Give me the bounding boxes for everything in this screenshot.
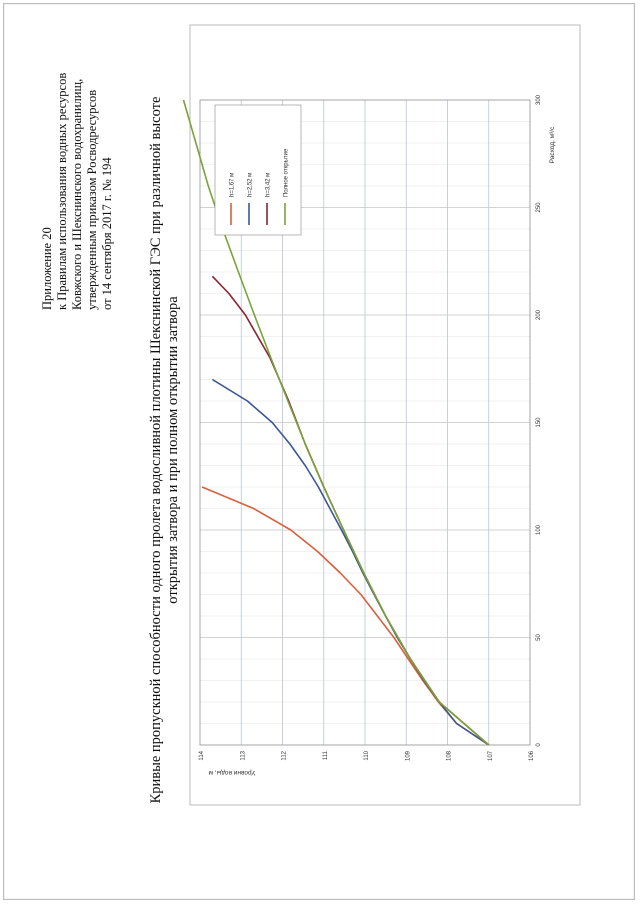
x-tick-label: 50 — [536, 634, 542, 641]
plot-border — [199, 99, 531, 746]
y-tick-label: 107 — [488, 750, 494, 761]
y-tick-label: 110 — [364, 750, 370, 760]
page-border — [3, 3, 635, 900]
x-tick-label: 150 — [536, 417, 542, 428]
x-tick-label: 0 — [536, 743, 542, 747]
y-tick-label: 112 — [282, 750, 288, 760]
y-axis-label: Уровни воды, м — [208, 769, 255, 776]
y-tick-label: 114 — [199, 750, 205, 760]
y-tick-label: 111 — [323, 750, 329, 760]
legend-label: Полное открытие — [284, 148, 290, 197]
x-tick-label: 100 — [536, 524, 542, 535]
x-tick-label: 250 — [536, 202, 542, 213]
legend-label: h=1,67 м — [230, 173, 236, 197]
y-tick-label: 113 — [240, 750, 246, 760]
y-tick-label: 108 — [447, 750, 453, 761]
legend-box — [214, 104, 302, 236]
y-tick-label: 109 — [405, 750, 411, 761]
x-axis-label: Расход, м³/с — [549, 126, 556, 163]
x-tick-label: 300 — [536, 94, 542, 105]
legend-label: h=3,42 м — [266, 173, 272, 197]
legend-label: h=2,52 м — [248, 173, 254, 197]
x-tick-label: 200 — [536, 309, 542, 320]
y-tick-label: 106 — [529, 750, 535, 761]
